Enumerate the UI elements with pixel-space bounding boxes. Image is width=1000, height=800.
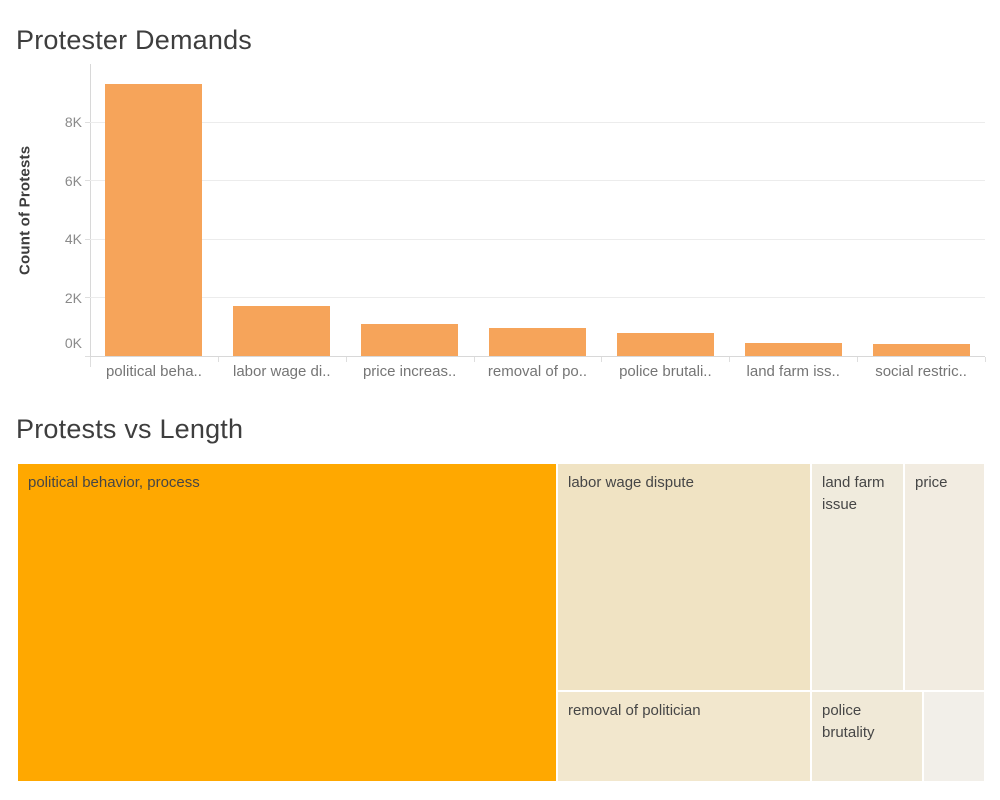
treemap-tile-label: labor wage dispute xyxy=(568,474,694,491)
y-tick-mark xyxy=(85,355,90,357)
treemap-tile-label: land farm issue xyxy=(822,474,885,513)
y-tick-label: 8K xyxy=(64,114,82,131)
y-tick-label: 4K xyxy=(64,231,82,248)
treemap-tile-price[interactable]: price xyxy=(905,464,984,690)
x-tick-mark xyxy=(601,357,603,362)
y-axis-line xyxy=(90,64,91,366)
treemap-tile-label: price xyxy=(915,474,948,491)
treemap-tile-removal-of-politician[interactable]: removal of politician xyxy=(558,692,810,781)
bar-political-beha[interactable] xyxy=(105,84,203,356)
x-tick-mark xyxy=(857,357,859,362)
y-tick-mark xyxy=(85,121,90,123)
x-category-label: removal of po.. xyxy=(487,363,588,380)
treemap-title: Protests vs Length xyxy=(16,414,244,444)
y-tick-label: 0K xyxy=(64,335,82,351)
y-tick-mark xyxy=(85,297,90,299)
treemap-tile-label: police brutality xyxy=(822,702,875,741)
x-tick-mark xyxy=(729,357,731,362)
bar-land-farm-iss[interactable] xyxy=(744,342,842,356)
bar-chart-title: Protester Demands xyxy=(16,25,252,55)
x-tick-mark xyxy=(985,357,986,362)
gridline-8K xyxy=(90,121,985,123)
x-tick-mark xyxy=(90,357,91,367)
gridline-2K xyxy=(90,297,985,299)
treemap: political behavior, process labor wage di… xyxy=(18,464,984,781)
bar-chart: Count of Protests 0K 2K 4K 6K 8K political be… xyxy=(16,64,986,380)
x-axis-line xyxy=(90,356,985,357)
bar-police-brutali[interactable] xyxy=(616,332,714,356)
y-axis-title: Count of Protests xyxy=(16,145,34,275)
y-tick-mark xyxy=(85,180,90,182)
x-category-label: political beha.. xyxy=(105,363,202,380)
gridline-4K xyxy=(90,238,985,240)
x-category-label: price increas.. xyxy=(362,363,457,380)
y-tick-label: 6K xyxy=(64,172,82,189)
treemap-tile-police-brutality[interactable]: police brutality xyxy=(812,692,922,781)
treemap-tile-unlabeled[interactable] xyxy=(924,692,984,781)
gridline-6K xyxy=(90,180,985,182)
treemap-tile-label: removal of politician xyxy=(568,702,701,719)
x-category-label: social restric.. xyxy=(875,363,967,380)
y-tick-label: 2K xyxy=(64,289,82,306)
y-tick-mark xyxy=(85,238,90,240)
treemap-tile-labor-wage-dispute[interactable]: labor wage dispute xyxy=(558,464,810,690)
x-tick-mark xyxy=(345,357,347,362)
bar-social-restric[interactable] xyxy=(872,344,970,356)
treemap-tile-political-behavior-process[interactable]: political behavior, process xyxy=(18,464,556,781)
treemap-tile-land-farm-issue[interactable]: land farm issue xyxy=(812,464,903,690)
bar-labor-wage-di[interactable] xyxy=(233,306,331,356)
bar-plot-area xyxy=(90,64,985,356)
x-tick-mark xyxy=(217,357,219,362)
x-category-label: police brutali.. xyxy=(619,363,712,380)
x-category-label: labor wage di.. xyxy=(232,363,331,380)
x-tick-mark xyxy=(473,357,475,362)
bar-removal-of-po[interactable] xyxy=(489,328,586,356)
bar-price-increas[interactable] xyxy=(361,323,459,356)
x-category-label: land farm iss.. xyxy=(746,363,840,380)
treemap-tile-label: political behavior, process xyxy=(28,474,200,491)
